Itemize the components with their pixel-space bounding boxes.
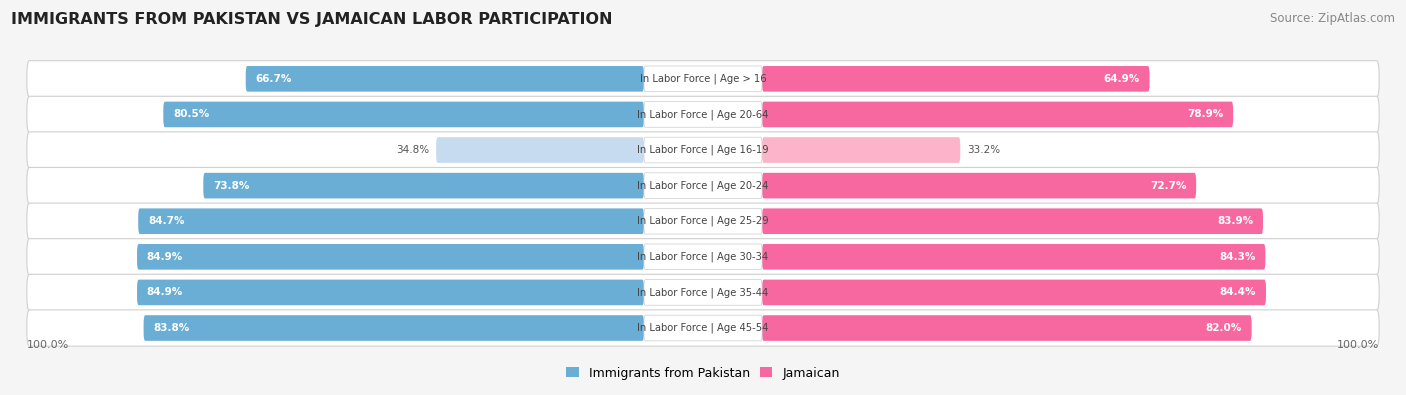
FancyBboxPatch shape (762, 137, 960, 163)
Text: 34.8%: 34.8% (396, 145, 430, 155)
FancyBboxPatch shape (136, 280, 644, 305)
Text: 84.9%: 84.9% (146, 252, 183, 262)
FancyBboxPatch shape (762, 173, 1197, 198)
FancyBboxPatch shape (136, 244, 644, 270)
FancyBboxPatch shape (27, 203, 1379, 239)
FancyBboxPatch shape (644, 102, 762, 127)
FancyBboxPatch shape (762, 244, 1265, 270)
Text: 64.9%: 64.9% (1104, 74, 1140, 84)
Text: 84.4%: 84.4% (1219, 288, 1256, 297)
Text: In Labor Force | Age 16-19: In Labor Force | Age 16-19 (637, 145, 769, 155)
FancyBboxPatch shape (27, 239, 1379, 275)
Text: In Labor Force | Age 25-29: In Labor Force | Age 25-29 (637, 216, 769, 226)
Text: 33.2%: 33.2% (967, 145, 1000, 155)
FancyBboxPatch shape (762, 209, 1263, 234)
FancyBboxPatch shape (644, 173, 762, 198)
FancyBboxPatch shape (644, 280, 762, 305)
FancyBboxPatch shape (204, 173, 644, 198)
Text: 78.9%: 78.9% (1187, 109, 1223, 119)
FancyBboxPatch shape (762, 102, 1233, 127)
Text: 100.0%: 100.0% (27, 340, 69, 350)
Text: 83.9%: 83.9% (1218, 216, 1253, 226)
Text: In Labor Force | Age > 16: In Labor Force | Age > 16 (640, 73, 766, 84)
Legend: Immigrants from Pakistan, Jamaican: Immigrants from Pakistan, Jamaican (561, 361, 845, 385)
FancyBboxPatch shape (27, 132, 1379, 168)
FancyBboxPatch shape (762, 315, 1251, 341)
FancyBboxPatch shape (143, 315, 644, 341)
FancyBboxPatch shape (762, 280, 1265, 305)
Text: In Labor Force | Age 35-44: In Labor Force | Age 35-44 (637, 287, 769, 298)
FancyBboxPatch shape (27, 96, 1379, 133)
Text: In Labor Force | Age 20-64: In Labor Force | Age 20-64 (637, 109, 769, 120)
Text: 83.8%: 83.8% (153, 323, 190, 333)
Text: 84.7%: 84.7% (148, 216, 184, 226)
FancyBboxPatch shape (27, 61, 1379, 97)
Text: 84.3%: 84.3% (1219, 252, 1256, 262)
FancyBboxPatch shape (762, 66, 1150, 92)
Text: 66.7%: 66.7% (256, 74, 292, 84)
FancyBboxPatch shape (436, 137, 644, 163)
FancyBboxPatch shape (27, 310, 1379, 346)
Text: 100.0%: 100.0% (1337, 340, 1379, 350)
Text: 72.7%: 72.7% (1150, 181, 1187, 191)
Text: 80.5%: 80.5% (173, 109, 209, 119)
Text: In Labor Force | Age 30-34: In Labor Force | Age 30-34 (637, 252, 769, 262)
Text: 73.8%: 73.8% (214, 181, 249, 191)
Text: In Labor Force | Age 45-54: In Labor Force | Age 45-54 (637, 323, 769, 333)
Text: 82.0%: 82.0% (1205, 323, 1241, 333)
FancyBboxPatch shape (644, 244, 762, 270)
FancyBboxPatch shape (246, 66, 644, 92)
FancyBboxPatch shape (163, 102, 644, 127)
FancyBboxPatch shape (644, 315, 762, 341)
FancyBboxPatch shape (27, 274, 1379, 310)
Text: In Labor Force | Age 20-24: In Labor Force | Age 20-24 (637, 181, 769, 191)
FancyBboxPatch shape (27, 167, 1379, 204)
FancyBboxPatch shape (644, 137, 762, 163)
FancyBboxPatch shape (138, 209, 644, 234)
FancyBboxPatch shape (644, 66, 762, 92)
FancyBboxPatch shape (644, 209, 762, 234)
Text: Source: ZipAtlas.com: Source: ZipAtlas.com (1270, 12, 1395, 25)
Text: 84.9%: 84.9% (146, 288, 183, 297)
Text: IMMIGRANTS FROM PAKISTAN VS JAMAICAN LABOR PARTICIPATION: IMMIGRANTS FROM PAKISTAN VS JAMAICAN LAB… (11, 12, 613, 27)
